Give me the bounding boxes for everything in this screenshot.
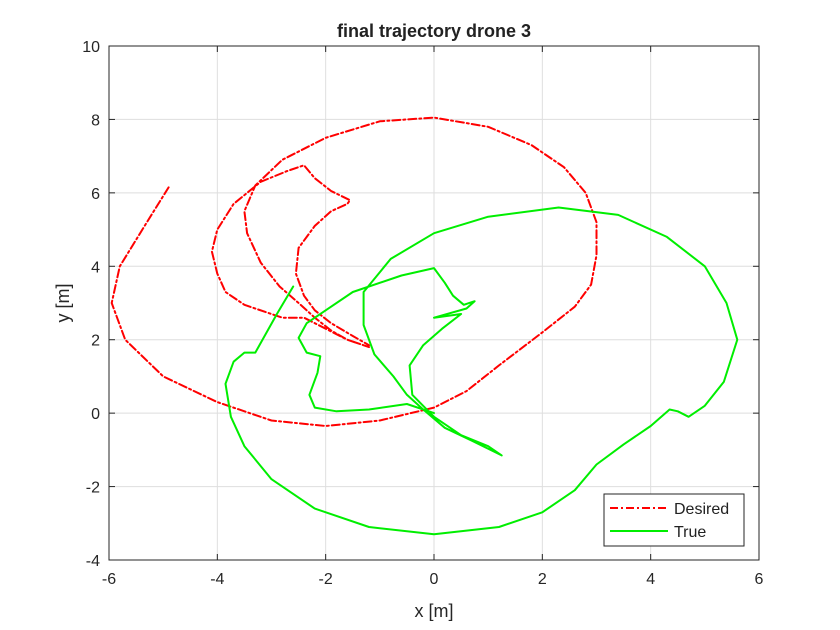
y-tick-label: 0	[91, 406, 100, 423]
x-tick-label: -4	[210, 571, 224, 588]
y-tick-label: 8	[91, 112, 100, 129]
series-line-true	[224, 206, 739, 536]
y-tick-label: 10	[82, 39, 100, 56]
y-tick-label: 6	[91, 186, 100, 203]
x-axis-ticks: -6 -4 -2 0 2 4 6	[102, 46, 764, 588]
legend-label-desired: Desired	[674, 501, 729, 518]
y-axis-label: y [m]	[53, 284, 73, 323]
chart-title: final trajectory drone 3	[337, 21, 531, 41]
series-line-desired	[110, 116, 598, 427]
x-axis-label: x [m]	[415, 601, 454, 621]
x-tick-label: 0	[430, 571, 439, 588]
legend: Desired True	[603, 493, 745, 547]
x-tick-label: 6	[755, 571, 764, 588]
x-tick-label: 2	[538, 571, 547, 588]
x-tick-label: -2	[319, 571, 333, 588]
legend-label-true: True	[674, 524, 706, 541]
y-axis-ticks: -4 -2 0 2 4 6 8 10	[82, 39, 759, 570]
x-tick-label: 4	[646, 571, 655, 588]
legend-box	[603, 493, 745, 547]
x-tick-label: -6	[102, 571, 116, 588]
y-tick-label: -4	[86, 553, 100, 570]
y-tick-label: -2	[86, 480, 100, 497]
y-tick-label: 2	[91, 333, 100, 350]
series-layer	[110, 116, 739, 536]
y-tick-label: 4	[91, 259, 100, 276]
